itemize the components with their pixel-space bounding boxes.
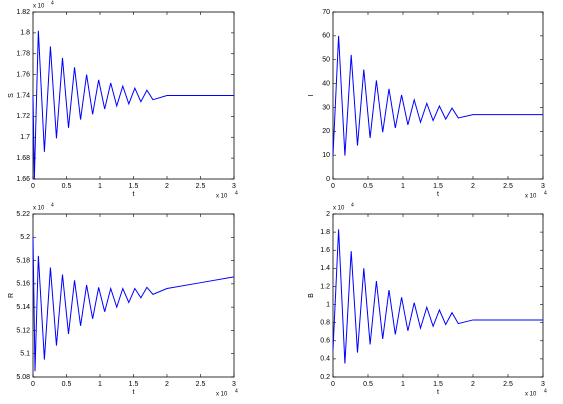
x-tick-label: 1 [401,381,405,388]
x-tick-label: 2 [165,183,169,190]
axes-frame [332,213,544,378]
axes-frame [332,11,544,180]
x-tick-label: 0 [31,381,35,388]
y-tick-label: 0.4 [320,356,330,363]
x-axis-label: t [133,191,135,198]
y-tick-label: 1.76 [16,71,30,78]
x-tick-label: 2.5 [196,183,206,190]
x-tick-label: 3 [541,183,545,190]
y-axis-label: R [8,293,15,298]
x-tick-label: 0 [331,381,335,388]
y-multiplier: x 10 [33,206,45,212]
x-multiplier: x 10 [216,194,228,200]
x-tick-label: 1.5 [129,183,139,190]
x-multiplier: x 10 [525,392,537,398]
x-tick-label: 0.5 [363,381,373,388]
y-tick-label: 1.66 [16,176,30,183]
x-tick-label: 1.5 [433,183,443,190]
y-tick-label: 1 [326,301,330,308]
x-tick-label: 0 [331,183,335,190]
subplot: 0 0.5 1 1.5 2 2.5 3 1.66 1.68 1.7 1.72 1.74 1.76 1.78… [8,0,238,199]
y-axis-label: B [308,293,315,298]
x-tick-label: 3 [232,381,236,388]
y-tick-label: 1.82 [16,9,30,16]
x-tick-label: 2.5 [503,183,513,190]
x-multiplier: x 10 [525,194,537,200]
y-exponent: 4 [51,202,54,208]
subplot: 0 0.5 1 1.5 2 2.5 3 0.2 0.4 0.6 0.8 1 1.2 1.4 1.6 1.8 2 t… [308,202,547,397]
x-tick-label: 2 [165,381,169,388]
y-tick-label: 60 [322,33,330,40]
x-tick-label: 2 [471,381,475,388]
data-line [32,30,234,180]
y-multiplier: x 10 [333,206,345,212]
y-tick-label: 30 [322,104,330,111]
y-tick-label: 50 [322,57,330,64]
y-multiplier: x 10 [33,4,45,10]
y-tick-label: 20 [322,128,330,135]
x-exponent: 4 [235,190,238,196]
x-tick-label: 1 [98,183,102,190]
y-tick-label: 1.6 [320,247,330,254]
y-tick-label: 1.8 [20,30,30,37]
y-exponent: 4 [51,0,54,6]
y-tick-label: 5.2 [20,234,30,241]
y-tick-label: 1.7 [20,134,30,141]
x-tick-label: 3 [232,183,236,190]
x-tick-label: 1.5 [129,381,139,388]
y-tick-label: 70 [322,9,330,16]
data-line [332,229,543,364]
x-axis-label: t [437,191,439,198]
x-tick-label: 2 [471,183,475,190]
y-tick-label: 1.2 [320,283,330,290]
x-tick-label: 0.5 [62,183,72,190]
y-axis-label: S [8,93,15,98]
y-tick-label: 1.74 [16,92,30,99]
x-exponent: 4 [235,388,238,394]
x-tick-label: 0 [31,183,35,190]
y-tick-label: 5.12 [16,327,30,334]
y-tick-label: 5.22 [16,211,30,218]
y-tick-label: 2 [326,211,330,218]
y-tick-label: 1.78 [16,51,30,58]
y-tick-label: 0.6 [320,338,330,345]
data-line [32,237,235,372]
x-multiplier: x 10 [216,392,228,398]
x-tick-label: 0.5 [363,183,373,190]
y-exponent: 4 [351,202,354,208]
y-tick-label: 0.2 [320,374,330,381]
x-axis-label: t [437,389,439,396]
y-tick-label: 5.18 [16,257,30,264]
data-line [332,35,543,156]
x-tick-label: 1.5 [433,381,443,388]
y-tick-label: 1.68 [16,155,30,162]
axes-frame [32,213,235,378]
x-tick-label: 2.5 [196,381,206,388]
y-axis-label: I [308,94,315,96]
x-tick-label: 1 [401,183,405,190]
x-axis-label: t [133,389,135,396]
y-tick-label: 5.1 [20,351,30,358]
y-tick-label: 5.08 [16,374,30,381]
y-tick-label: 1.4 [320,265,330,272]
x-tick-label: 0.5 [62,381,72,388]
x-tick-label: 3 [541,381,545,388]
y-tick-label: 40 [322,80,330,87]
subplot: 0 0.5 1 1.5 2 2.5 3 5.08 5.1 5.12 5.14 5.16 5.18 5.2 5… [8,202,238,397]
y-tick-label: 1.8 [320,229,330,236]
x-exponent: 4 [544,388,547,394]
y-tick-label: 5.16 [16,281,30,288]
y-tick-label: 0.8 [320,320,330,327]
y-tick-label: 0 [326,176,330,183]
y-tick-label: 5.14 [16,304,30,311]
y-tick-label: 10 [322,152,330,159]
y-tick-label: 1.72 [16,113,30,120]
x-tick-label: 1 [98,381,102,388]
x-exponent: 4 [544,190,547,196]
x-tick-label: 2.5 [503,381,513,388]
